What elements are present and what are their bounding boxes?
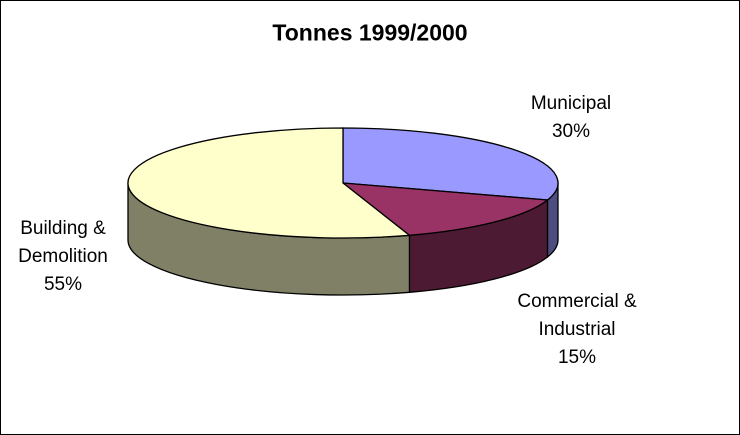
slice	[127, 127, 412, 239]
slice	[342, 127, 559, 201]
slice-label: Commercial & Industrial 15%	[502, 288, 652, 372]
slice-label: Municipal 30%	[501, 90, 641, 146]
slice-value: 55%	[43, 274, 83, 295]
slice-label: Building & Demolition 55%	[0, 215, 128, 299]
slice-value: 30%	[551, 121, 591, 142]
chart-title: Tonnes 1999/2000	[272, 19, 468, 46]
slice-category: Commercial & Industrial	[517, 291, 637, 340]
slice-category: Municipal	[530, 93, 612, 114]
slice-category: Building & Demolition	[18, 218, 108, 267]
slice-value: 15%	[557, 347, 597, 368]
slice	[340, 182, 550, 236]
